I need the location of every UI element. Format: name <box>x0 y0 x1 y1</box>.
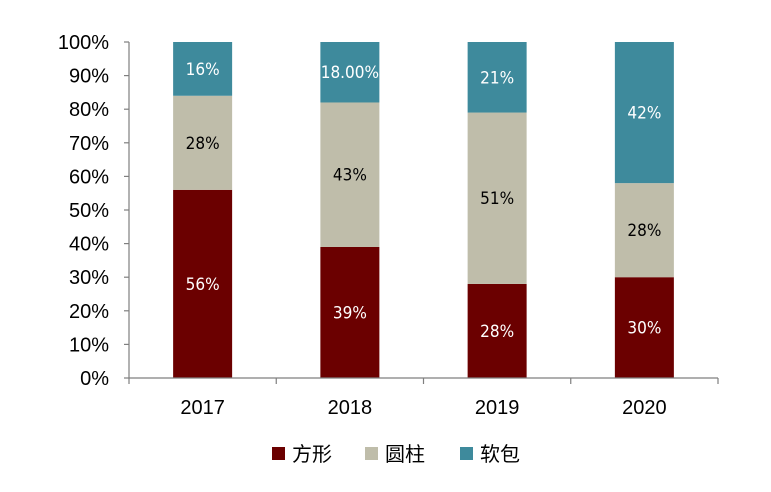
bar-segment-2019-2 <box>467 42 527 113</box>
legend: 方形 圆柱 软包 <box>272 442 520 466</box>
data-label: 28% <box>186 134 220 154</box>
y-tick-label: 40% <box>69 234 109 256</box>
legend-swatch <box>365 447 378 460</box>
data-label: 16% <box>186 60 220 80</box>
x-tick-label: 2020 <box>622 397 667 419</box>
bar-segment-2018-1 <box>320 102 380 247</box>
y-tick-label: 50% <box>69 200 109 222</box>
legend-swatch <box>272 447 285 460</box>
bars: 56% 28% 16% 39% 43% 18.00% 28% 51% 21% 30% 28% 42% <box>173 42 674 378</box>
y-tick-label: 70% <box>69 133 109 155</box>
x-tick-label: 2017 <box>180 397 225 419</box>
data-label: 42% <box>627 104 661 124</box>
y-tick-label: 80% <box>69 99 109 121</box>
x-tick-label: 2019 <box>475 397 520 419</box>
legend-label: 软包 <box>480 442 520 466</box>
data-label: 18.00% <box>321 63 379 83</box>
bar-segment-2018-2 <box>320 42 380 103</box>
y-axis: 0% 10% 20% 30% 40% 50% 60% 70% 80% 90% 100% <box>58 32 130 390</box>
data-label: 28% <box>627 221 661 241</box>
bar-segment-2019-0 <box>467 283 527 378</box>
bar-segment-2020-2 <box>614 42 674 184</box>
data-label: 30% <box>627 319 661 339</box>
bar-segment-2017-1 <box>173 95 233 190</box>
data-label: 56% <box>186 275 220 295</box>
legend-label: 圆柱 <box>385 442 425 466</box>
y-tick-label: 10% <box>69 334 109 356</box>
legend-swatch <box>460 447 473 460</box>
y-tick-label: 60% <box>69 166 109 188</box>
data-label: 43% <box>333 166 367 186</box>
bar-segment-2020-0 <box>614 277 674 378</box>
y-tick-label: 30% <box>69 267 109 289</box>
bar-segment-2020-1 <box>614 183 674 278</box>
bar-segment-2019-1 <box>467 112 527 284</box>
legend-label: 方形 <box>292 442 332 466</box>
bar-segment-2017-2 <box>173 42 233 96</box>
data-label: 28% <box>480 322 514 342</box>
x-tick-label: 2018 <box>328 397 373 419</box>
y-tick-label: 100% <box>58 32 109 54</box>
data-label: 39% <box>333 303 367 323</box>
y-tick-label: 90% <box>69 66 109 88</box>
data-label: 51% <box>480 189 514 209</box>
y-tick-label: 0% <box>80 368 109 390</box>
bar-segment-2017-0 <box>173 189 233 378</box>
data-label: 21% <box>480 68 514 88</box>
bar-segment-2018-0 <box>320 246 380 378</box>
x-axis: 2017 2018 2019 2020 <box>128 377 719 419</box>
y-tick-label: 20% <box>69 301 109 323</box>
